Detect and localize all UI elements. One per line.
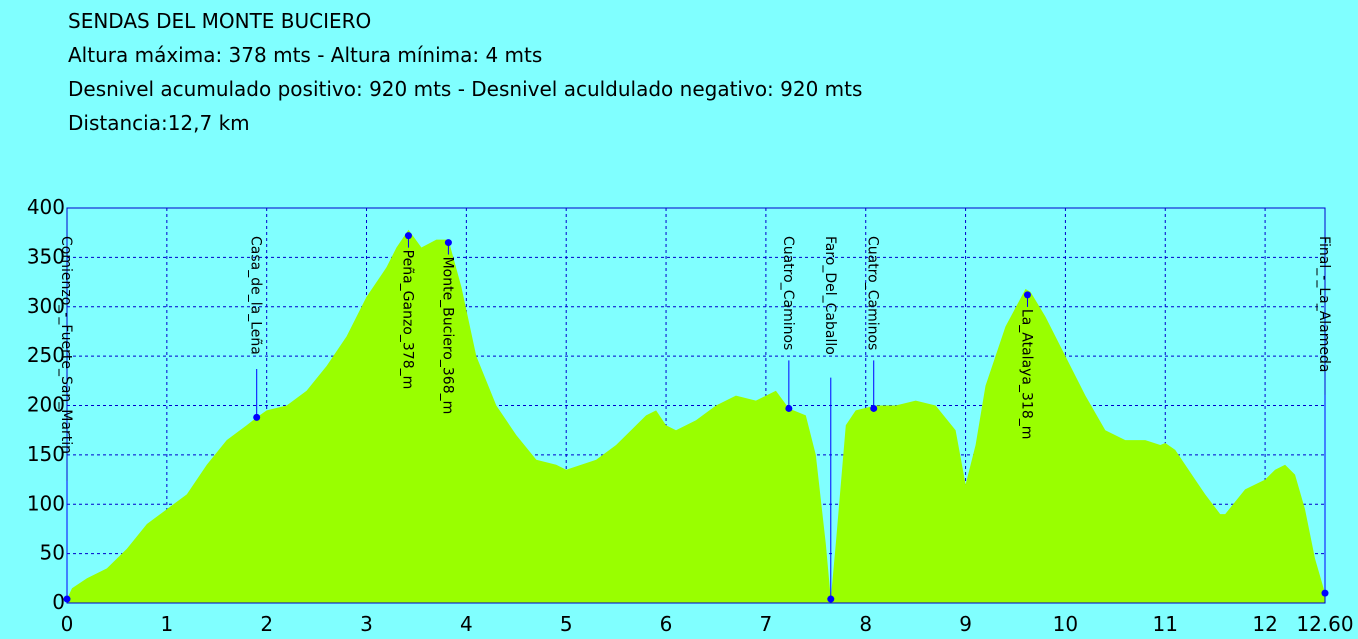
x-tick-label-1: 1 xyxy=(160,612,173,636)
elevation-area xyxy=(67,229,1325,603)
waypoint-label-0: Comienzo_-_Fuerte_San_Martin xyxy=(58,236,74,454)
x-tick-label-2: 2 xyxy=(260,612,273,636)
y-tick-label-8: 400 xyxy=(27,195,65,219)
waypoint-marker-0 xyxy=(63,595,71,603)
x-tick-label-3: 3 xyxy=(360,612,373,636)
x-tick-label-4: 4 xyxy=(460,612,473,636)
y-tick-label-0: 0 xyxy=(52,590,65,614)
chart-header: SENDAS DEL MONTE BUCIERO Altura máxima: … xyxy=(68,4,862,140)
x-tick-label-6: 6 xyxy=(660,612,673,636)
waypoint-marker-7 xyxy=(1023,291,1031,299)
waypoint-label-1: Casa_de_la_Leña xyxy=(248,236,264,355)
y-tick-label-6: 300 xyxy=(27,294,65,318)
waypoint-label-5: Faro_Del_Caballo xyxy=(822,236,838,355)
y-tick-label-1: 50 xyxy=(40,541,65,565)
x-tick-label-0: 0 xyxy=(61,612,74,636)
y-tick-label-3: 150 xyxy=(27,442,65,466)
x-tick-label-7: 7 xyxy=(760,612,773,636)
x-tick-label-10: 10 xyxy=(1053,612,1078,636)
x-tick-label-13: 12.60 xyxy=(1296,612,1353,636)
distance-summary: Distancia:12,7 km xyxy=(68,111,250,135)
y-tick-label-5: 250 xyxy=(27,343,65,367)
waypoint-marker-4 xyxy=(785,404,793,412)
waypoint-marker-2 xyxy=(404,232,412,240)
waypoint-label-8: Final_-_La_Alameda xyxy=(1316,236,1332,372)
chart-title: SENDAS DEL MONTE BUCIERO xyxy=(68,9,372,33)
y-tick-label-2: 100 xyxy=(27,491,65,515)
y-tick-label-4: 200 xyxy=(27,393,65,417)
x-tick-label-5: 5 xyxy=(560,612,573,636)
x-tick-label-9: 9 xyxy=(959,612,972,636)
waypoint-label-6: Cuatro_Caminos xyxy=(865,236,881,350)
waypoint-label-2: Peña_Ganzo_378_m xyxy=(399,250,415,390)
waypoint-marker-6 xyxy=(870,404,878,412)
waypoint-marker-8 xyxy=(1321,589,1329,597)
waypoint-label-4: Cuatro_Caminos xyxy=(780,236,796,350)
waypoint-label-7: La_Atalaya_318_m xyxy=(1018,309,1034,439)
altitude-summary: Altura máxima: 378 mts - Altura mínima: … xyxy=(68,43,543,67)
waypoint-marker-5 xyxy=(827,595,835,603)
x-tick-label-8: 8 xyxy=(859,612,872,636)
elevation-gain-summary: Desnivel acumulado positivo: 920 mts - D… xyxy=(68,77,863,101)
waypoint-marker-3 xyxy=(444,239,452,247)
y-tick-label-7: 350 xyxy=(27,244,65,268)
waypoint-label-3: Monte_Buciero_368_m xyxy=(439,257,455,415)
x-tick-label-12: 12 xyxy=(1252,612,1277,636)
x-tick-label-11: 11 xyxy=(1153,612,1178,636)
waypoint-marker-1 xyxy=(253,413,261,421)
